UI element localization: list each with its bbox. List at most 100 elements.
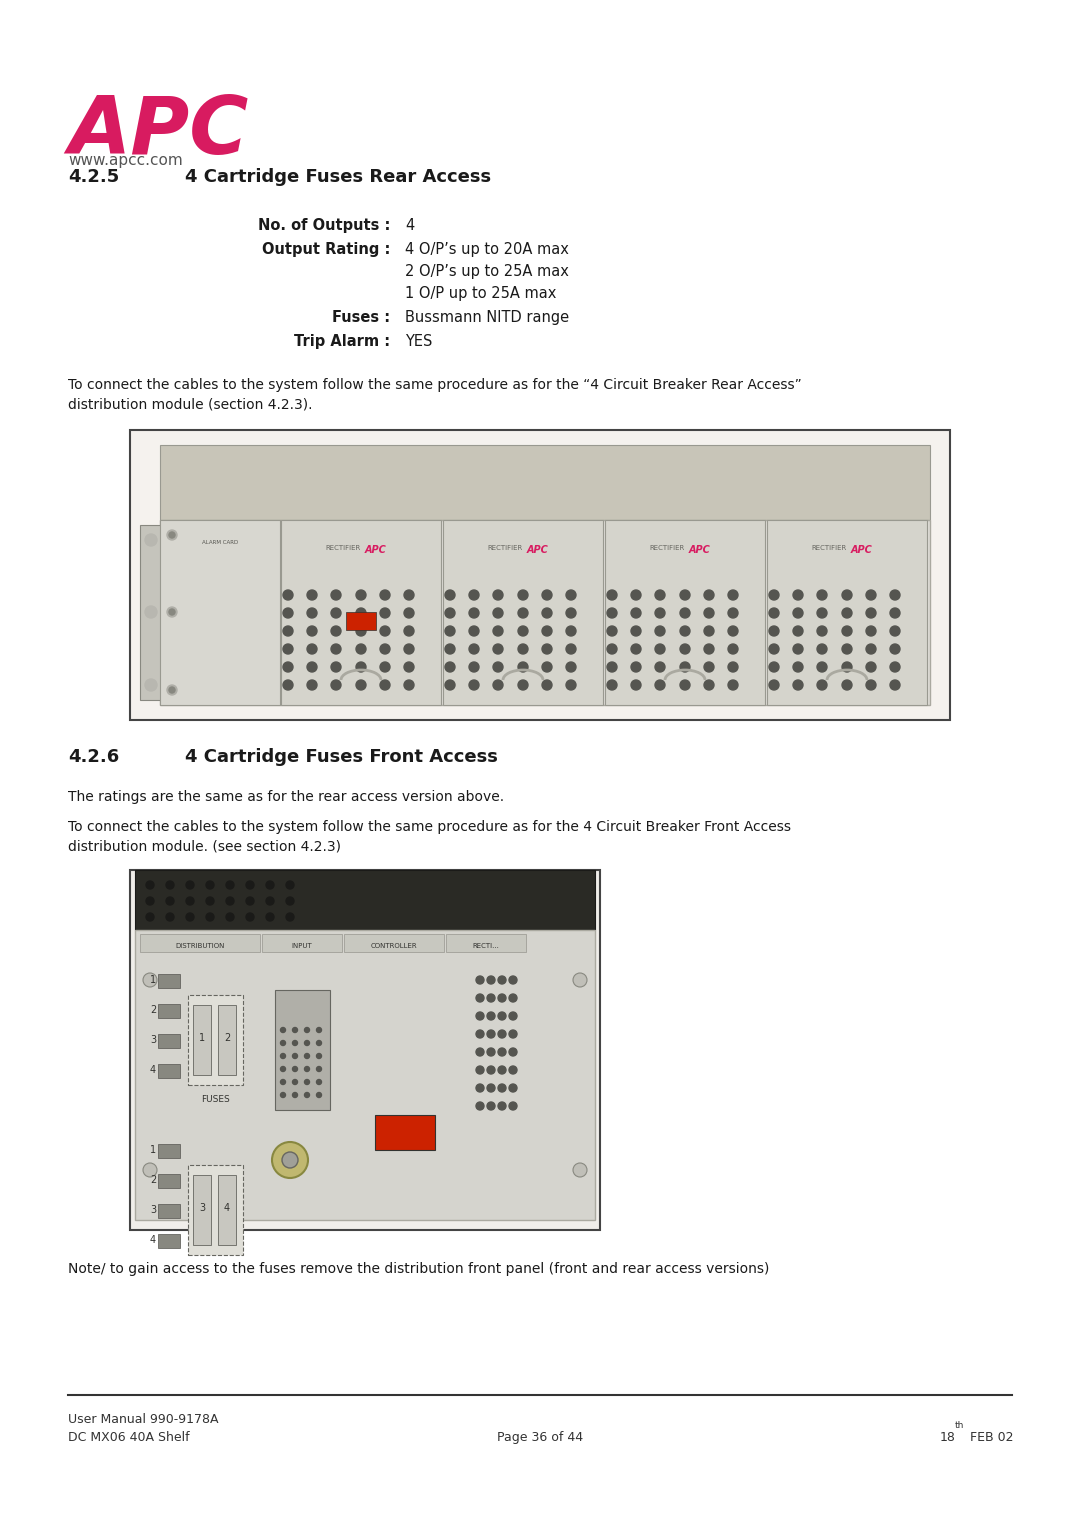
Circle shape — [842, 626, 852, 636]
Circle shape — [498, 1083, 507, 1093]
Circle shape — [146, 897, 154, 905]
Circle shape — [404, 626, 414, 636]
Text: 2 O/P’s up to 25A max: 2 O/P’s up to 25A max — [405, 264, 569, 280]
Circle shape — [631, 590, 642, 601]
Circle shape — [469, 626, 480, 636]
Circle shape — [356, 608, 366, 617]
Bar — [135, 931, 595, 1219]
Circle shape — [226, 914, 234, 921]
Circle shape — [445, 590, 455, 601]
Circle shape — [186, 897, 194, 905]
Bar — [193, 1175, 211, 1245]
Circle shape — [542, 680, 552, 691]
Bar — [135, 869, 595, 931]
Circle shape — [728, 643, 738, 654]
Bar — [158, 1004, 180, 1018]
Text: INPUT: INPUT — [292, 943, 312, 949]
Circle shape — [166, 914, 174, 921]
Circle shape — [492, 590, 503, 601]
Circle shape — [518, 643, 528, 654]
Circle shape — [631, 680, 642, 691]
Circle shape — [356, 680, 366, 691]
Text: ALARM CARD: ALARM CARD — [202, 539, 238, 545]
Circle shape — [356, 643, 366, 654]
Circle shape — [816, 626, 827, 636]
Circle shape — [890, 608, 900, 617]
Circle shape — [487, 1083, 495, 1093]
Circle shape — [518, 662, 528, 672]
Circle shape — [476, 1083, 484, 1093]
Circle shape — [469, 608, 480, 617]
Circle shape — [509, 1030, 517, 1038]
Circle shape — [866, 608, 876, 617]
Bar — [443, 520, 603, 704]
Circle shape — [145, 533, 157, 545]
Circle shape — [356, 590, 366, 601]
Text: 18: 18 — [940, 1432, 956, 1444]
Bar — [158, 1034, 180, 1048]
Circle shape — [380, 608, 390, 617]
Circle shape — [380, 680, 390, 691]
Text: Fuses :: Fuses : — [332, 310, 390, 325]
Circle shape — [445, 662, 455, 672]
Circle shape — [283, 662, 293, 672]
Circle shape — [330, 590, 341, 601]
Circle shape — [492, 608, 503, 617]
Circle shape — [166, 897, 174, 905]
Circle shape — [816, 662, 827, 672]
Circle shape — [518, 680, 528, 691]
Polygon shape — [160, 445, 930, 520]
Bar — [158, 1204, 180, 1218]
Circle shape — [143, 973, 157, 987]
Circle shape — [487, 1102, 495, 1109]
Circle shape — [380, 590, 390, 601]
Circle shape — [206, 914, 214, 921]
Circle shape — [509, 1083, 517, 1093]
Circle shape — [330, 680, 341, 691]
Bar — [140, 526, 162, 700]
Circle shape — [654, 680, 665, 691]
Circle shape — [890, 662, 900, 672]
Circle shape — [167, 607, 177, 617]
Text: RECTIFIER: RECTIFIER — [325, 545, 361, 552]
Circle shape — [307, 680, 318, 691]
Circle shape — [492, 643, 503, 654]
Circle shape — [168, 532, 175, 538]
Circle shape — [266, 882, 274, 889]
Text: RECTIFIER: RECTIFIER — [487, 545, 523, 552]
Circle shape — [316, 1041, 322, 1045]
Circle shape — [266, 897, 274, 905]
Text: User Manual 990-9178A: User Manual 990-9178A — [68, 1413, 218, 1426]
Circle shape — [281, 1053, 285, 1059]
Circle shape — [282, 1152, 298, 1167]
Circle shape — [476, 1012, 484, 1021]
Text: Note/ to gain access to the fuses remove the distribution front panel (front and: Note/ to gain access to the fuses remove… — [68, 1262, 769, 1276]
Circle shape — [168, 610, 175, 614]
Circle shape — [487, 1012, 495, 1021]
Circle shape — [476, 995, 484, 1002]
Bar — [767, 520, 927, 704]
Circle shape — [476, 1102, 484, 1109]
Text: Output Rating :: Output Rating : — [261, 241, 390, 257]
Bar — [218, 1005, 237, 1076]
Circle shape — [509, 995, 517, 1002]
Circle shape — [842, 608, 852, 617]
Circle shape — [404, 662, 414, 672]
Text: 4: 4 — [405, 219, 415, 232]
Circle shape — [509, 976, 517, 984]
Text: 2: 2 — [150, 1175, 157, 1186]
Circle shape — [498, 1030, 507, 1038]
Circle shape — [305, 1079, 310, 1085]
Circle shape — [842, 590, 852, 601]
Circle shape — [293, 1093, 297, 1097]
Circle shape — [704, 680, 714, 691]
Circle shape — [518, 590, 528, 601]
Circle shape — [816, 680, 827, 691]
Circle shape — [654, 662, 665, 672]
Bar — [130, 429, 950, 720]
Circle shape — [281, 1079, 285, 1085]
Circle shape — [566, 590, 576, 601]
Circle shape — [866, 626, 876, 636]
Circle shape — [498, 1102, 507, 1109]
Circle shape — [469, 643, 480, 654]
